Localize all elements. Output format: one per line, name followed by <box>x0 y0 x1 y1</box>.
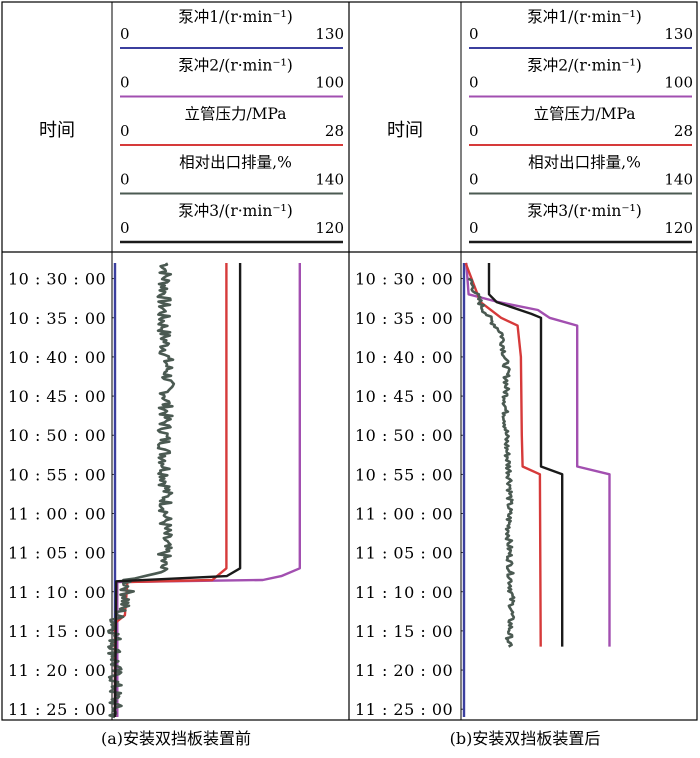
plot-panel-a: 10 : 30 : 00 10 : 35 : 00 10 : 40 : 00 10 :… <box>8 262 301 719</box>
plot-panel-b: 10 : 30 : 00 10 : 35 : 00 10 : 40 : 00 10 :… <box>355 262 611 719</box>
legend-label: 泵冲1/(r·min⁻¹) <box>178 8 293 26</box>
time-tick-label: 11 : 15 : 00 <box>8 622 106 641</box>
time-column-header: 时间 <box>39 120 75 141</box>
time-tick-label: 11 : 05 : 00 <box>355 544 453 563</box>
series-line <box>464 262 542 647</box>
time-tick-label: 11 : 20 : 00 <box>8 661 106 680</box>
legend-max: 28 <box>674 122 693 140</box>
legend-label: 泵冲2/(r·min⁻¹) <box>178 57 293 75</box>
series-line <box>116 263 301 717</box>
legend-label: 立管压力/MPa <box>184 105 286 123</box>
legend-entry: 泵冲2/(r·min⁻¹) 0 100 <box>469 57 693 98</box>
time-tick-label: 11 : 10 : 00 <box>355 583 453 602</box>
legend-entry: 相对出口排量,% 0 140 <box>120 154 344 195</box>
legend-min: 0 <box>469 171 479 189</box>
legend-max: 130 <box>315 25 344 43</box>
series-line <box>465 262 611 647</box>
legend-entry: 泵冲1/(r·min⁻¹) 0 130 <box>469 8 693 49</box>
series-line <box>487 263 564 647</box>
legend-max: 140 <box>664 171 693 189</box>
legend-entry: 相对出口排量,% 0 140 <box>469 154 693 195</box>
legend-max: 130 <box>664 25 693 43</box>
legend-label: 泵冲3/(r·min⁻¹) <box>527 202 642 220</box>
legend-max: 100 <box>664 74 693 92</box>
legend-label: 泵冲3/(r·min⁻¹) <box>178 202 293 220</box>
legend-label: 相对出口排量,% <box>179 154 292 172</box>
legend-min: 0 <box>120 74 130 92</box>
legend-label: 泵冲2/(r·min⁻¹) <box>527 57 642 75</box>
time-tick-label: 11 : 25 : 00 <box>8 700 106 719</box>
legend-max: 120 <box>664 219 693 237</box>
time-tick-label: 11 : 05 : 00 <box>8 544 106 563</box>
time-tick-label: 10 : 30 : 00 <box>8 270 106 289</box>
legend-min: 0 <box>469 219 479 237</box>
legend-min: 0 <box>120 171 130 189</box>
legend-min: 0 <box>120 25 130 43</box>
time-tick-label: 11 : 25 : 00 <box>355 700 453 719</box>
header-panel-a: 时间 泵冲1/(r·min⁻¹) 0 130 泵冲2/(r·min⁻¹) 0 100 立管压力… <box>39 8 344 244</box>
time-tick-label: 10 : 55 : 00 <box>355 465 453 484</box>
caption-b: (b)安装双挡板装置后 <box>450 729 601 748</box>
time-tick-label: 11 : 20 : 00 <box>355 661 453 680</box>
legend-min: 0 <box>469 25 479 43</box>
legend-entry: 泵冲3/(r·min⁻¹) 0 120 <box>469 202 693 244</box>
time-column-header: 时间 <box>387 120 423 141</box>
time-tick-label: 10 : 50 : 00 <box>8 426 106 445</box>
legend-min: 0 <box>469 74 479 92</box>
legend-min: 0 <box>120 122 130 140</box>
time-tick-label: 10 : 45 : 00 <box>355 387 453 406</box>
time-tick-label: 10 : 50 : 00 <box>355 426 453 445</box>
time-tick-label: 11 : 00 : 00 <box>355 504 453 523</box>
series-line <box>113 263 228 717</box>
legend-max: 120 <box>315 219 344 237</box>
legend-entry: 立管压力/MPa 0 28 <box>120 105 344 146</box>
figure-frame <box>1 1 698 721</box>
legend-entry: 立管压力/MPa 0 28 <box>469 105 693 146</box>
time-tick-label: 10 : 35 : 00 <box>8 309 106 328</box>
legend-max: 100 <box>315 74 344 92</box>
time-tick-label: 11 : 00 : 00 <box>8 504 106 523</box>
time-tick-label: 10 : 30 : 00 <box>355 270 453 289</box>
time-tick-label: 10 : 40 : 00 <box>8 348 106 367</box>
legend-entry: 泵冲2/(r·min⁻¹) 0 100 <box>120 57 344 98</box>
caption-a: (a)安装双挡板装置前 <box>101 729 251 748</box>
legend-entry: 泵冲1/(r·min⁻¹) 0 130 <box>120 8 344 49</box>
legend-entry: 泵冲3/(r·min⁻¹) 0 120 <box>120 202 344 244</box>
legend-min: 0 <box>120 219 130 237</box>
time-tick-label: 10 : 55 : 00 <box>8 465 106 484</box>
time-tick-label: 11 : 15 : 00 <box>355 622 453 641</box>
header-panel-b: 时间 泵冲1/(r·min⁻¹) 0 130 泵冲2/(r·min⁻¹) 0 100 立管压力… <box>387 8 693 244</box>
time-tick-label: 10 : 40 : 00 <box>355 348 453 367</box>
series-line <box>113 263 242 718</box>
series-line <box>107 262 176 719</box>
time-tick-label: 10 : 35 : 00 <box>355 309 453 328</box>
legend-max: 28 <box>325 122 344 140</box>
time-tick-label: 11 : 10 : 00 <box>8 583 106 602</box>
legend-min: 0 <box>469 122 479 140</box>
legend-label: 相对出口排量,% <box>528 154 641 172</box>
legend-max: 140 <box>315 171 344 189</box>
time-tick-label: 10 : 45 : 00 <box>8 387 106 406</box>
legend-label: 泵冲1/(r·min⁻¹) <box>527 8 642 26</box>
series-line <box>467 277 516 648</box>
legend-label: 立管压力/MPa <box>533 105 635 123</box>
